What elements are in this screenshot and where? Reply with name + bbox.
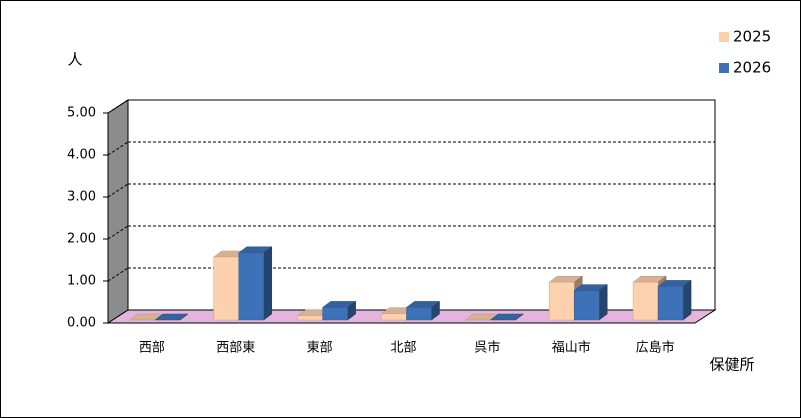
y-axis-label: 人 — [67, 51, 82, 69]
x-tick-label: 東部 — [307, 340, 333, 356]
y-tick-label: 1.00 — [67, 274, 96, 289]
x-tick-label: 西部東 — [216, 340, 255, 356]
bar-side — [598, 284, 608, 321]
y-tick-label: 0.00 — [67, 316, 96, 331]
bar — [381, 313, 407, 321]
x-tick-label: 福山市 — [552, 340, 591, 356]
bar — [213, 256, 240, 321]
x-tick-label: 呉市 — [474, 340, 500, 356]
legend-swatch — [719, 32, 729, 42]
bar-side — [515, 313, 524, 321]
legend-swatch — [719, 63, 729, 73]
grid-line — [107, 99, 129, 114]
y-tick-label: 5.00 — [67, 106, 96, 121]
bar — [322, 307, 348, 321]
bar-side — [682, 279, 692, 321]
grid-line — [107, 267, 129, 282]
grid-line — [107, 225, 129, 240]
y-tick-label: 3.00 — [67, 190, 96, 205]
bar — [297, 315, 323, 321]
bar-side — [179, 313, 189, 321]
legend-label: 2025 — [733, 28, 771, 46]
side-wall — [107, 99, 129, 324]
y-tick-label: 4.00 — [67, 148, 96, 163]
bar — [406, 307, 432, 321]
bar — [573, 290, 600, 321]
bar — [548, 281, 575, 321]
legend-label: 2026 — [733, 59, 771, 77]
grid-line — [107, 141, 129, 156]
x-axis-label: 保健所 — [709, 356, 754, 374]
bar-side — [263, 246, 273, 321]
x-tick-label: 広島市 — [636, 340, 675, 356]
grid-line — [107, 183, 129, 198]
bar — [238, 252, 265, 321]
x-tick-label: 西部 — [139, 341, 165, 356]
x-tick-label: 北部 — [390, 341, 416, 356]
bar — [657, 286, 684, 321]
bar — [632, 281, 659, 321]
y-tick-label: 2.00 — [67, 232, 96, 247]
